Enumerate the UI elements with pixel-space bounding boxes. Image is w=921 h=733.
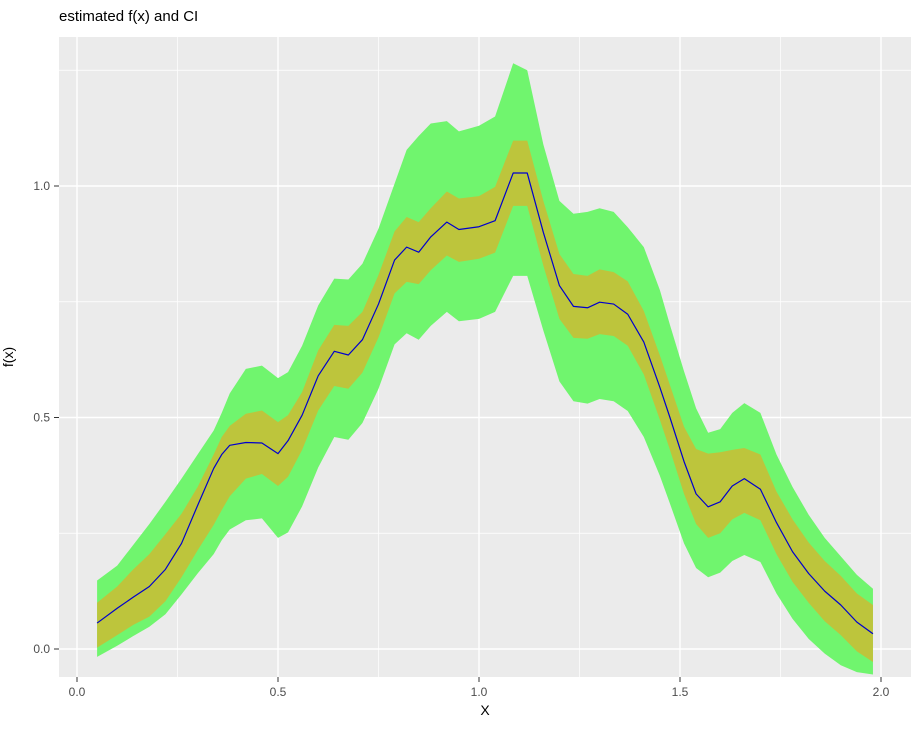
- x-tick-label: 1.0: [471, 685, 488, 699]
- chart-title: estimated f(x) and CI: [59, 8, 199, 25]
- x-tick-label: 0.5: [270, 685, 287, 699]
- x-axis-title: X: [480, 702, 490, 718]
- x-tick-label: 2.0: [873, 685, 890, 699]
- outer-ci-band: [97, 63, 873, 675]
- x-tick-label: 0.0: [69, 685, 86, 699]
- estimate-line: [96, 172, 874, 635]
- x-tick-label: 1.5: [672, 685, 689, 699]
- inner-ci-band: [97, 140, 873, 662]
- y-tick-label: 0.0: [33, 642, 50, 656]
- y-axis-title: f(x): [0, 346, 16, 368]
- y-tick-label: 0.5: [33, 411, 50, 425]
- y-tick-label: 1.0: [33, 179, 50, 193]
